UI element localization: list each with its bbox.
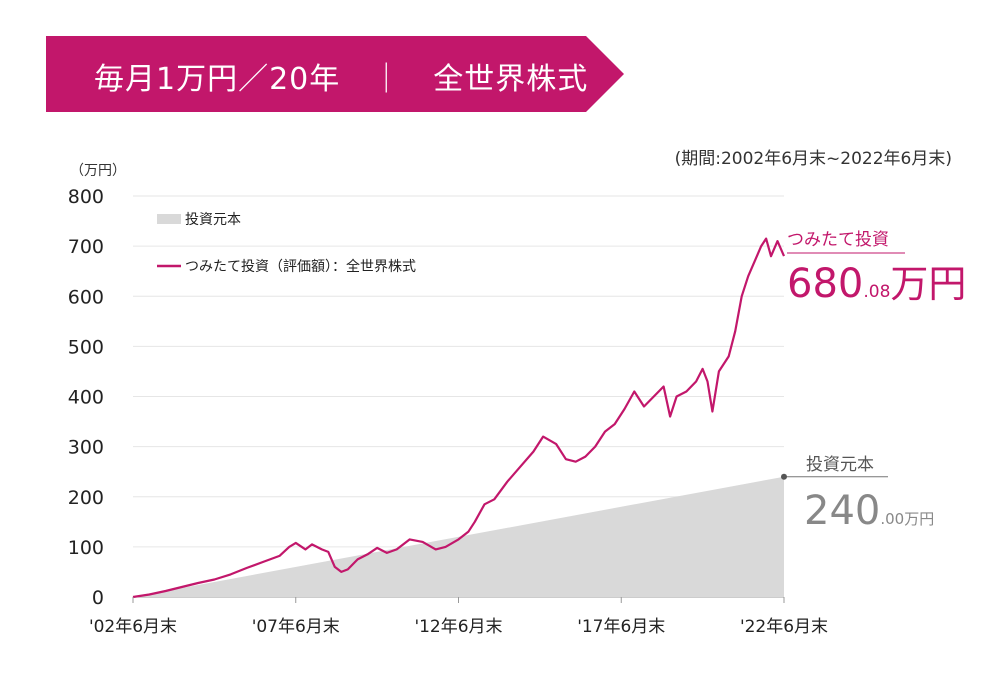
period-note: (期間:2002年6月末~2022年6月末) [675, 149, 952, 169]
principal-annotation: 投資元本 240.00万円 [781, 455, 934, 534]
principal-decimal: .00 [880, 510, 904, 528]
banner-title: 毎月1万円／20年 ｜ 全世界株式 [94, 62, 589, 97]
tsumitate-line [132, 237, 786, 599]
legend: 投資元本 つみたて投資（評価額）：全世界株式 [157, 212, 416, 275]
x-tick-label: '07年6月末 [252, 617, 340, 637]
y-tick-label: 700 [68, 236, 104, 258]
y-tick-label: 600 [68, 286, 104, 308]
principal-area [133, 476, 784, 597]
tsumitate-value-text: 680.08万円 [787, 261, 966, 307]
value-line-layer [132, 237, 786, 599]
x-tick-label: '17年6月末 [577, 617, 665, 637]
x-tick-label: '02年6月末 [89, 617, 177, 637]
tsumitate-decimal: .08 [863, 282, 890, 302]
x-tick-label: '12年6月末 [414, 617, 502, 637]
tsumitate-value: 680 [787, 261, 863, 307]
y-tick-label: 300 [68, 437, 104, 459]
y-axis-unit: （万円） [70, 163, 126, 179]
title-banner: 毎月1万円／20年 ｜ 全世界株式 [46, 36, 624, 112]
x-tick-labels: '02年6月末 '07年6月末 '12年6月末 '17年6月末 '22年6月末 [89, 597, 828, 637]
y-tick-label: 200 [68, 487, 104, 509]
principal-label: 投資元本 [806, 455, 874, 475]
tsumitate-label: つみたて投資 [787, 230, 889, 250]
principal-value-text: 240.00万円 [804, 488, 934, 534]
x-tick-label: '22年6月末 [740, 617, 828, 637]
legend-label-principal: 投資元本 [185, 212, 241, 228]
y-tick-label: 0 [92, 587, 104, 609]
legend-swatch-principal [157, 214, 181, 224]
y-tick-label: 400 [68, 387, 104, 409]
y-tick-label: 500 [68, 336, 104, 358]
y-tick-label: 800 [68, 186, 104, 208]
tsumitate-annotation: つみたて投資 680.08万円 [787, 230, 966, 307]
principal-unit: 万円 [904, 510, 934, 528]
banner-shape [46, 36, 624, 112]
y-tick-labels: 800 700 600 500 400 300 200 100 0 [68, 186, 104, 609]
legend-label-tsumitate: つみたて投資（評価額）：全世界株式 [185, 258, 416, 275]
principal-area-layer [133, 476, 784, 597]
tsumitate-unit: 万円 [890, 262, 966, 306]
principal-end-dot [781, 473, 787, 480]
y-tick-label: 100 [68, 537, 104, 559]
principal-value: 240 [804, 488, 880, 534]
